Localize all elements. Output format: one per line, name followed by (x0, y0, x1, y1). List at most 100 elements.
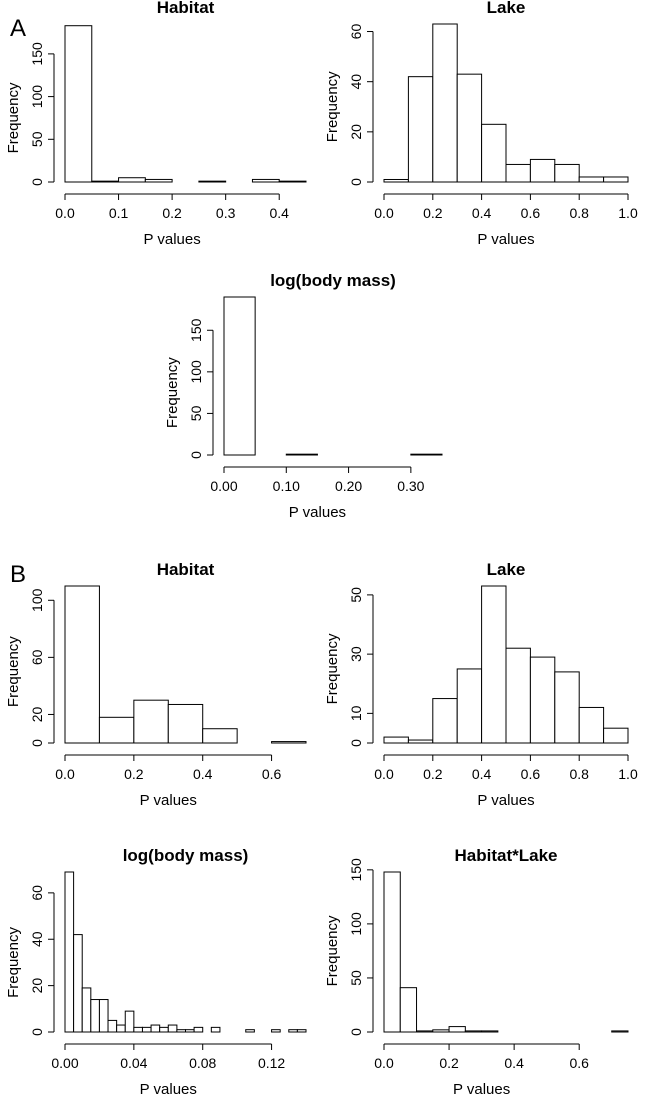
y-tick-label: 30 (348, 646, 364, 662)
histogram-bar (159, 1026, 169, 1033)
x-tick-label: 0.1 (109, 205, 129, 221)
y-axis-label: Frequency (5, 636, 22, 707)
histogram-bar (611, 1030, 629, 1033)
histogram-0: Habitat 0 50 100 150 Frequency 0.0 0.1 0.2 0.3 0.4… (5, 0, 307, 248)
x-tick-label: 0.0 (374, 766, 394, 782)
x-axis-label: P values (140, 792, 197, 809)
y-axis-label: Frequency (324, 71, 341, 142)
histogram-bar (416, 1030, 434, 1033)
x-tick-label: 1.0 (618, 766, 638, 782)
histogram-bar (271, 1029, 281, 1033)
histogram-bar (529, 158, 556, 183)
histogram-bar (410, 453, 443, 456)
histogram-bar (288, 1029, 298, 1033)
histogram-bar (505, 163, 531, 183)
histogram-bar (210, 1026, 221, 1033)
histogram-bar (98, 716, 135, 744)
y-tick-label: 100 (188, 360, 204, 384)
y-tick-label: 20 (348, 124, 364, 140)
histogram-bar (432, 1029, 450, 1033)
x-tick-label: 0.2 (423, 766, 443, 782)
histogram-bar (64, 25, 93, 183)
chart-title: Habitat (157, 560, 215, 579)
histogram-bar (554, 671, 580, 744)
x-tick-label: 0.30 (397, 478, 424, 494)
y-tick-label: 100 (348, 912, 364, 936)
chart-title: log(body mass) (123, 846, 249, 865)
x-tick-label: 1.0 (618, 205, 638, 221)
x-tick-label: 0.0 (55, 766, 75, 782)
y-tick-label: 0 (29, 178, 45, 186)
histogram-bar (64, 871, 75, 1033)
histogram-bar (81, 987, 92, 1033)
x-tick-label: 0.6 (569, 1055, 589, 1071)
histogram-bar (167, 1024, 178, 1033)
y-tick-label: 50 (348, 970, 364, 986)
x-tick-label: 0.00 (210, 478, 237, 494)
x-tick-label: 0.10 (273, 478, 300, 494)
chart-title: Lake (487, 0, 526, 17)
x-axis-label: P values (453, 1081, 510, 1098)
chart-title: Habitat (157, 0, 215, 17)
y-axis-label: Frequency (5, 927, 22, 998)
histogram-bar (251, 178, 280, 183)
histogram-bar (481, 585, 507, 744)
histogram-6: Habitat*Lake 0 50 100 150 Frequency 0.0 0.2 0.4 0… (324, 846, 629, 1098)
y-tick-label: 150 (348, 858, 364, 882)
histogram-bar (285, 453, 318, 456)
x-tick-label: 0.20 (335, 478, 362, 494)
x-axis-label: P values (140, 1081, 197, 1098)
histogram-bar (383, 178, 409, 183)
histogram-bar (198, 180, 227, 183)
histogram-bar (603, 176, 629, 183)
histogram-bar (73, 934, 83, 1033)
y-tick-label: 60 (29, 885, 45, 901)
x-tick-label: 0.08 (189, 1055, 216, 1071)
x-tick-label: 0.6 (521, 766, 541, 782)
histogram-bar (603, 727, 629, 744)
histogram-bar (116, 1024, 126, 1033)
histogram-bar (578, 706, 605, 744)
x-tick-label: 0.8 (569, 766, 589, 782)
histogram-bar (176, 1029, 186, 1033)
y-tick-label: 50 (348, 587, 364, 603)
histogram-bar (481, 123, 507, 183)
chart-title: Habitat*Lake (455, 846, 558, 865)
histogram-bar (150, 1024, 161, 1033)
histogram-bar (167, 703, 204, 744)
histogram-bar (407, 76, 434, 183)
histogram-bar (118, 177, 146, 183)
histogram-bar (245, 1029, 255, 1033)
x-tick-label: 0.12 (258, 1055, 285, 1071)
x-tick-label: 0.6 (521, 205, 541, 221)
histogram-bar (554, 163, 580, 183)
histogram-bar (383, 871, 401, 1033)
histogram-bar (529, 656, 556, 744)
histogram-bar (578, 176, 605, 183)
y-tick-label: 100 (29, 85, 45, 109)
histogram-bar (193, 1026, 204, 1033)
x-tick-label: 0.4 (472, 766, 492, 782)
y-tick-label: 0 (348, 739, 364, 747)
x-axis-label: P values (289, 504, 346, 521)
y-tick-label: 150 (29, 42, 45, 66)
x-tick-label: 0.00 (51, 1055, 78, 1071)
x-tick-label: 0.8 (569, 205, 589, 221)
histogram-bar (90, 999, 100, 1033)
histogram-bar (144, 178, 173, 183)
y-tick-label: 0 (29, 739, 45, 747)
histogram-5: log(body mass) 0 20 40 60 Frequency 0.00 0.04 0.… (5, 846, 307, 1098)
histogram-bar (64, 585, 100, 744)
histogram-bar (456, 73, 483, 183)
y-tick-label: 40 (29, 931, 45, 947)
y-tick-label: 50 (188, 405, 204, 421)
x-axis-label: P values (477, 231, 534, 248)
histogram-bar (202, 728, 238, 744)
histogram-bar (296, 1029, 307, 1033)
x-tick-label: 0.6 (262, 766, 282, 782)
x-tick-label: 0.2 (162, 205, 182, 221)
x-tick-label: 0.0 (55, 205, 75, 221)
histogram-bar (98, 999, 109, 1033)
